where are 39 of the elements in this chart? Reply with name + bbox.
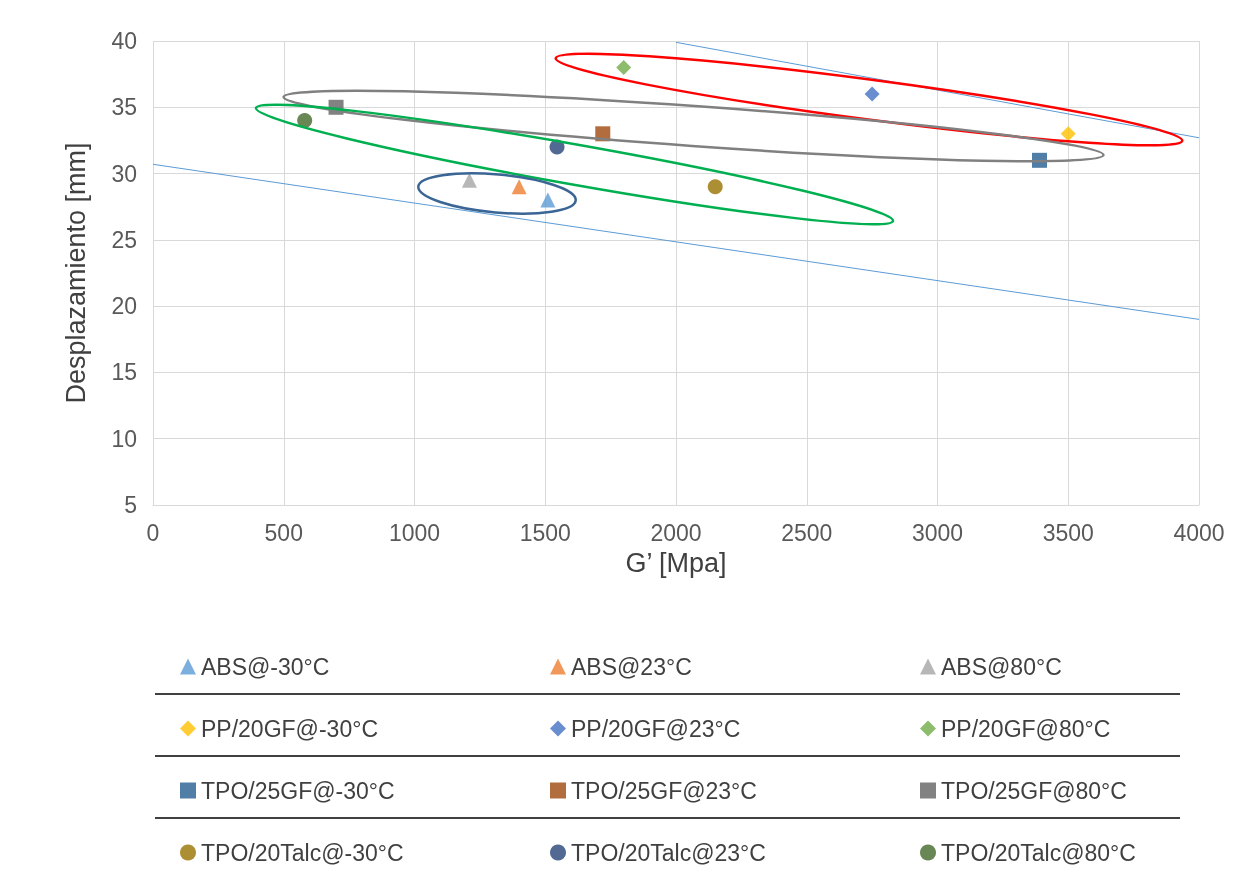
x-tick-label: 2500 — [781, 519, 833, 546]
x-tick-label: 4000 — [1173, 519, 1225, 546]
point — [511, 179, 527, 195]
point — [540, 192, 556, 208]
legend-label: TPO/25GF@23°C — [571, 777, 757, 804]
legend-label: ABS@23°C — [571, 653, 692, 680]
y-tick-label: 25 — [111, 226, 137, 253]
point — [864, 86, 880, 102]
x-tick-label: 1500 — [519, 519, 571, 546]
x-tick-label: 1000 — [388, 519, 441, 546]
y-tick-label: 5 — [124, 492, 137, 518]
y-axis-title: Desplazamiento [mm] — [60, 142, 91, 404]
y-tick-label: 30 — [111, 160, 137, 187]
y-tick-label: 35 — [111, 94, 137, 121]
point — [1060, 126, 1076, 142]
legend-label: TPO/25GF@80°C — [941, 777, 1127, 804]
x-tick-label: 500 — [264, 519, 303, 546]
x-axis-title: G’ [Mpa] — [625, 547, 727, 578]
point — [616, 60, 632, 76]
legend-label: PP/20GF@80°C — [941, 715, 1111, 742]
y-tick-label: 40 — [111, 28, 137, 54]
x-tick-label: 0 — [146, 519, 160, 546]
x-tick-label: 3000 — [911, 519, 964, 546]
legend-label: TPO/20Talc@-30°C — [201, 839, 404, 866]
legend-label: TPO/20Talc@80°C — [941, 839, 1136, 866]
point — [297, 113, 313, 129]
legend-label: ABS@80°C — [941, 653, 1062, 680]
y-tick-label: 20 — [111, 293, 137, 320]
legend-label: PP/20GF@-30°C — [201, 715, 378, 742]
legend-label: ABS@-30°C — [201, 653, 330, 680]
y-tick-label: 10 — [111, 425, 137, 452]
point — [707, 179, 723, 195]
y-tick-label: 15 — [111, 359, 137, 386]
legend-label: PP/20GF@23°C — [571, 715, 741, 742]
legend-label: TPO/20Talc@23°C — [571, 839, 766, 866]
x-tick-label: 3500 — [1042, 519, 1094, 546]
point — [461, 172, 477, 188]
x-tick-label: 2000 — [650, 519, 702, 546]
legend-label: TPO/25GF@-30°C — [201, 777, 395, 804]
